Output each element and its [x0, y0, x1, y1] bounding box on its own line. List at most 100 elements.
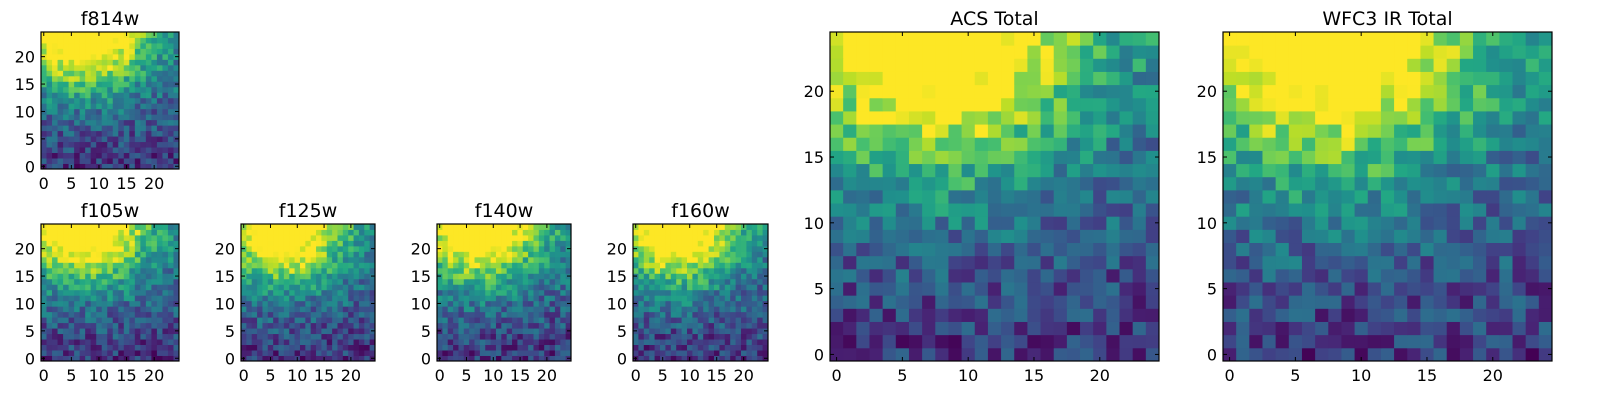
heatmap-cell	[90, 158, 97, 164]
heatmap-cell	[1249, 137, 1263, 151]
heatmap-cell	[895, 58, 910, 72]
heatmap-cell	[278, 229, 285, 236]
heatmap-cell	[1341, 84, 1356, 99]
heatmap-cell	[63, 289, 70, 296]
heatmap-cell	[101, 136, 108, 143]
heatmap-cell	[1315, 150, 1329, 165]
heatmap-cell	[1486, 321, 1500, 336]
heatmap-cell	[79, 229, 86, 236]
heatmap-cell	[447, 284, 454, 291]
heatmap-cell	[241, 251, 247, 258]
heatmap-cell	[501, 224, 508, 230]
heatmap-cell	[633, 339, 639, 346]
x-tick-label: 20	[341, 366, 361, 385]
heatmap-cell	[843, 32, 857, 46]
heatmap-cell	[643, 300, 650, 307]
heatmap-cell	[145, 322, 152, 329]
heatmap-cell	[1236, 255, 1250, 270]
heatmap-cell	[41, 92, 47, 99]
heatmap-cell	[79, 75, 86, 82]
heatmap-cell	[129, 273, 136, 280]
heatmap-cell	[1512, 268, 1527, 283]
heatmap-cell	[267, 322, 274, 329]
heatmap-cell	[90, 284, 97, 291]
heatmap-cell	[708, 350, 715, 356]
heatmap-cell	[485, 245, 492, 252]
heatmap-cell	[129, 141, 136, 148]
heatmap-cell	[528, 224, 534, 230]
heatmap-cell	[463, 278, 470, 285]
y-tick-label: 0	[1207, 345, 1217, 364]
heatmap-cell	[1001, 229, 1015, 244]
heatmap-cell	[703, 350, 710, 356]
heatmap-cell	[129, 295, 136, 302]
heatmap-cell	[101, 81, 108, 88]
heatmap-cell	[112, 70, 119, 77]
heatmap-cell	[1080, 45, 1094, 59]
heatmap-cell	[68, 240, 75, 247]
heatmap-cell	[305, 245, 312, 252]
heatmap-cell	[96, 141, 103, 148]
heatmap-cell	[453, 234, 459, 241]
heatmap-cell	[52, 108, 59, 115]
heatmap-cell	[68, 59, 75, 66]
heatmap-cell	[708, 295, 715, 302]
heatmap-cell	[358, 240, 365, 247]
heatmap-cell	[522, 229, 529, 236]
heatmap-cell	[316, 245, 322, 252]
heatmap-cell	[961, 71, 976, 86]
heatmap-cell	[1106, 58, 1120, 72]
heatmap-cell	[1027, 45, 1042, 59]
heatmap-cell	[1380, 321, 1395, 336]
y-tick-label: 0	[814, 345, 824, 364]
heatmap-cell	[79, 267, 86, 274]
heatmap-cell	[458, 251, 465, 258]
heatmap-cell	[316, 344, 322, 351]
heatmap-cell	[262, 317, 269, 324]
heatmap-cell	[1288, 268, 1303, 283]
heatmap-cell	[533, 317, 540, 324]
heatmap-cell	[57, 152, 64, 159]
heatmap-cell	[1119, 242, 1134, 257]
heatmap-cell	[895, 347, 910, 362]
heatmap-cell	[151, 317, 158, 324]
heatmap-cell	[101, 163, 108, 170]
heatmap-cell	[112, 86, 119, 93]
heatmap-cell	[118, 306, 125, 313]
heatmap-cell	[1223, 242, 1237, 257]
heatmap-cell	[289, 251, 296, 258]
heatmap-cell	[156, 75, 163, 82]
heatmap-cell	[107, 295, 114, 302]
heatmap-cell	[1262, 110, 1277, 125]
heatmap-cell	[697, 267, 704, 274]
heatmap-cell	[85, 240, 92, 247]
heatmap-cell	[310, 322, 317, 329]
heatmap-cell	[1262, 282, 1277, 296]
heatmap-cell	[447, 267, 454, 274]
heatmap-cell	[257, 317, 263, 324]
heatmap-cell	[1040, 150, 1055, 165]
heatmap-cell	[1275, 110, 1290, 125]
heatmap-cell	[1367, 71, 1382, 86]
heatmap-cell	[337, 355, 344, 362]
heatmap-cell	[676, 328, 683, 335]
heatmap-cell	[735, 355, 742, 362]
heatmap-cell	[68, 284, 75, 291]
heatmap-cell	[544, 322, 551, 329]
heatmap-cell	[167, 311, 174, 318]
heatmap-cell	[79, 322, 86, 329]
heatmap-cell	[173, 306, 180, 313]
heatmap-cell	[560, 322, 567, 329]
heatmap-cell	[101, 224, 108, 230]
heatmap-cell	[85, 86, 92, 93]
heatmap-cell	[123, 103, 130, 110]
heatmap-cell	[554, 311, 561, 318]
heatmap-cell	[741, 306, 747, 313]
heatmap-cell	[463, 262, 470, 269]
heatmap-cell	[278, 273, 285, 280]
x-tick-label: 5	[461, 366, 471, 385]
heatmap-cell	[96, 114, 103, 121]
heatmap-cell	[703, 224, 710, 230]
heatmap-cell	[1459, 45, 1474, 59]
heatmap-cell	[1420, 189, 1435, 204]
